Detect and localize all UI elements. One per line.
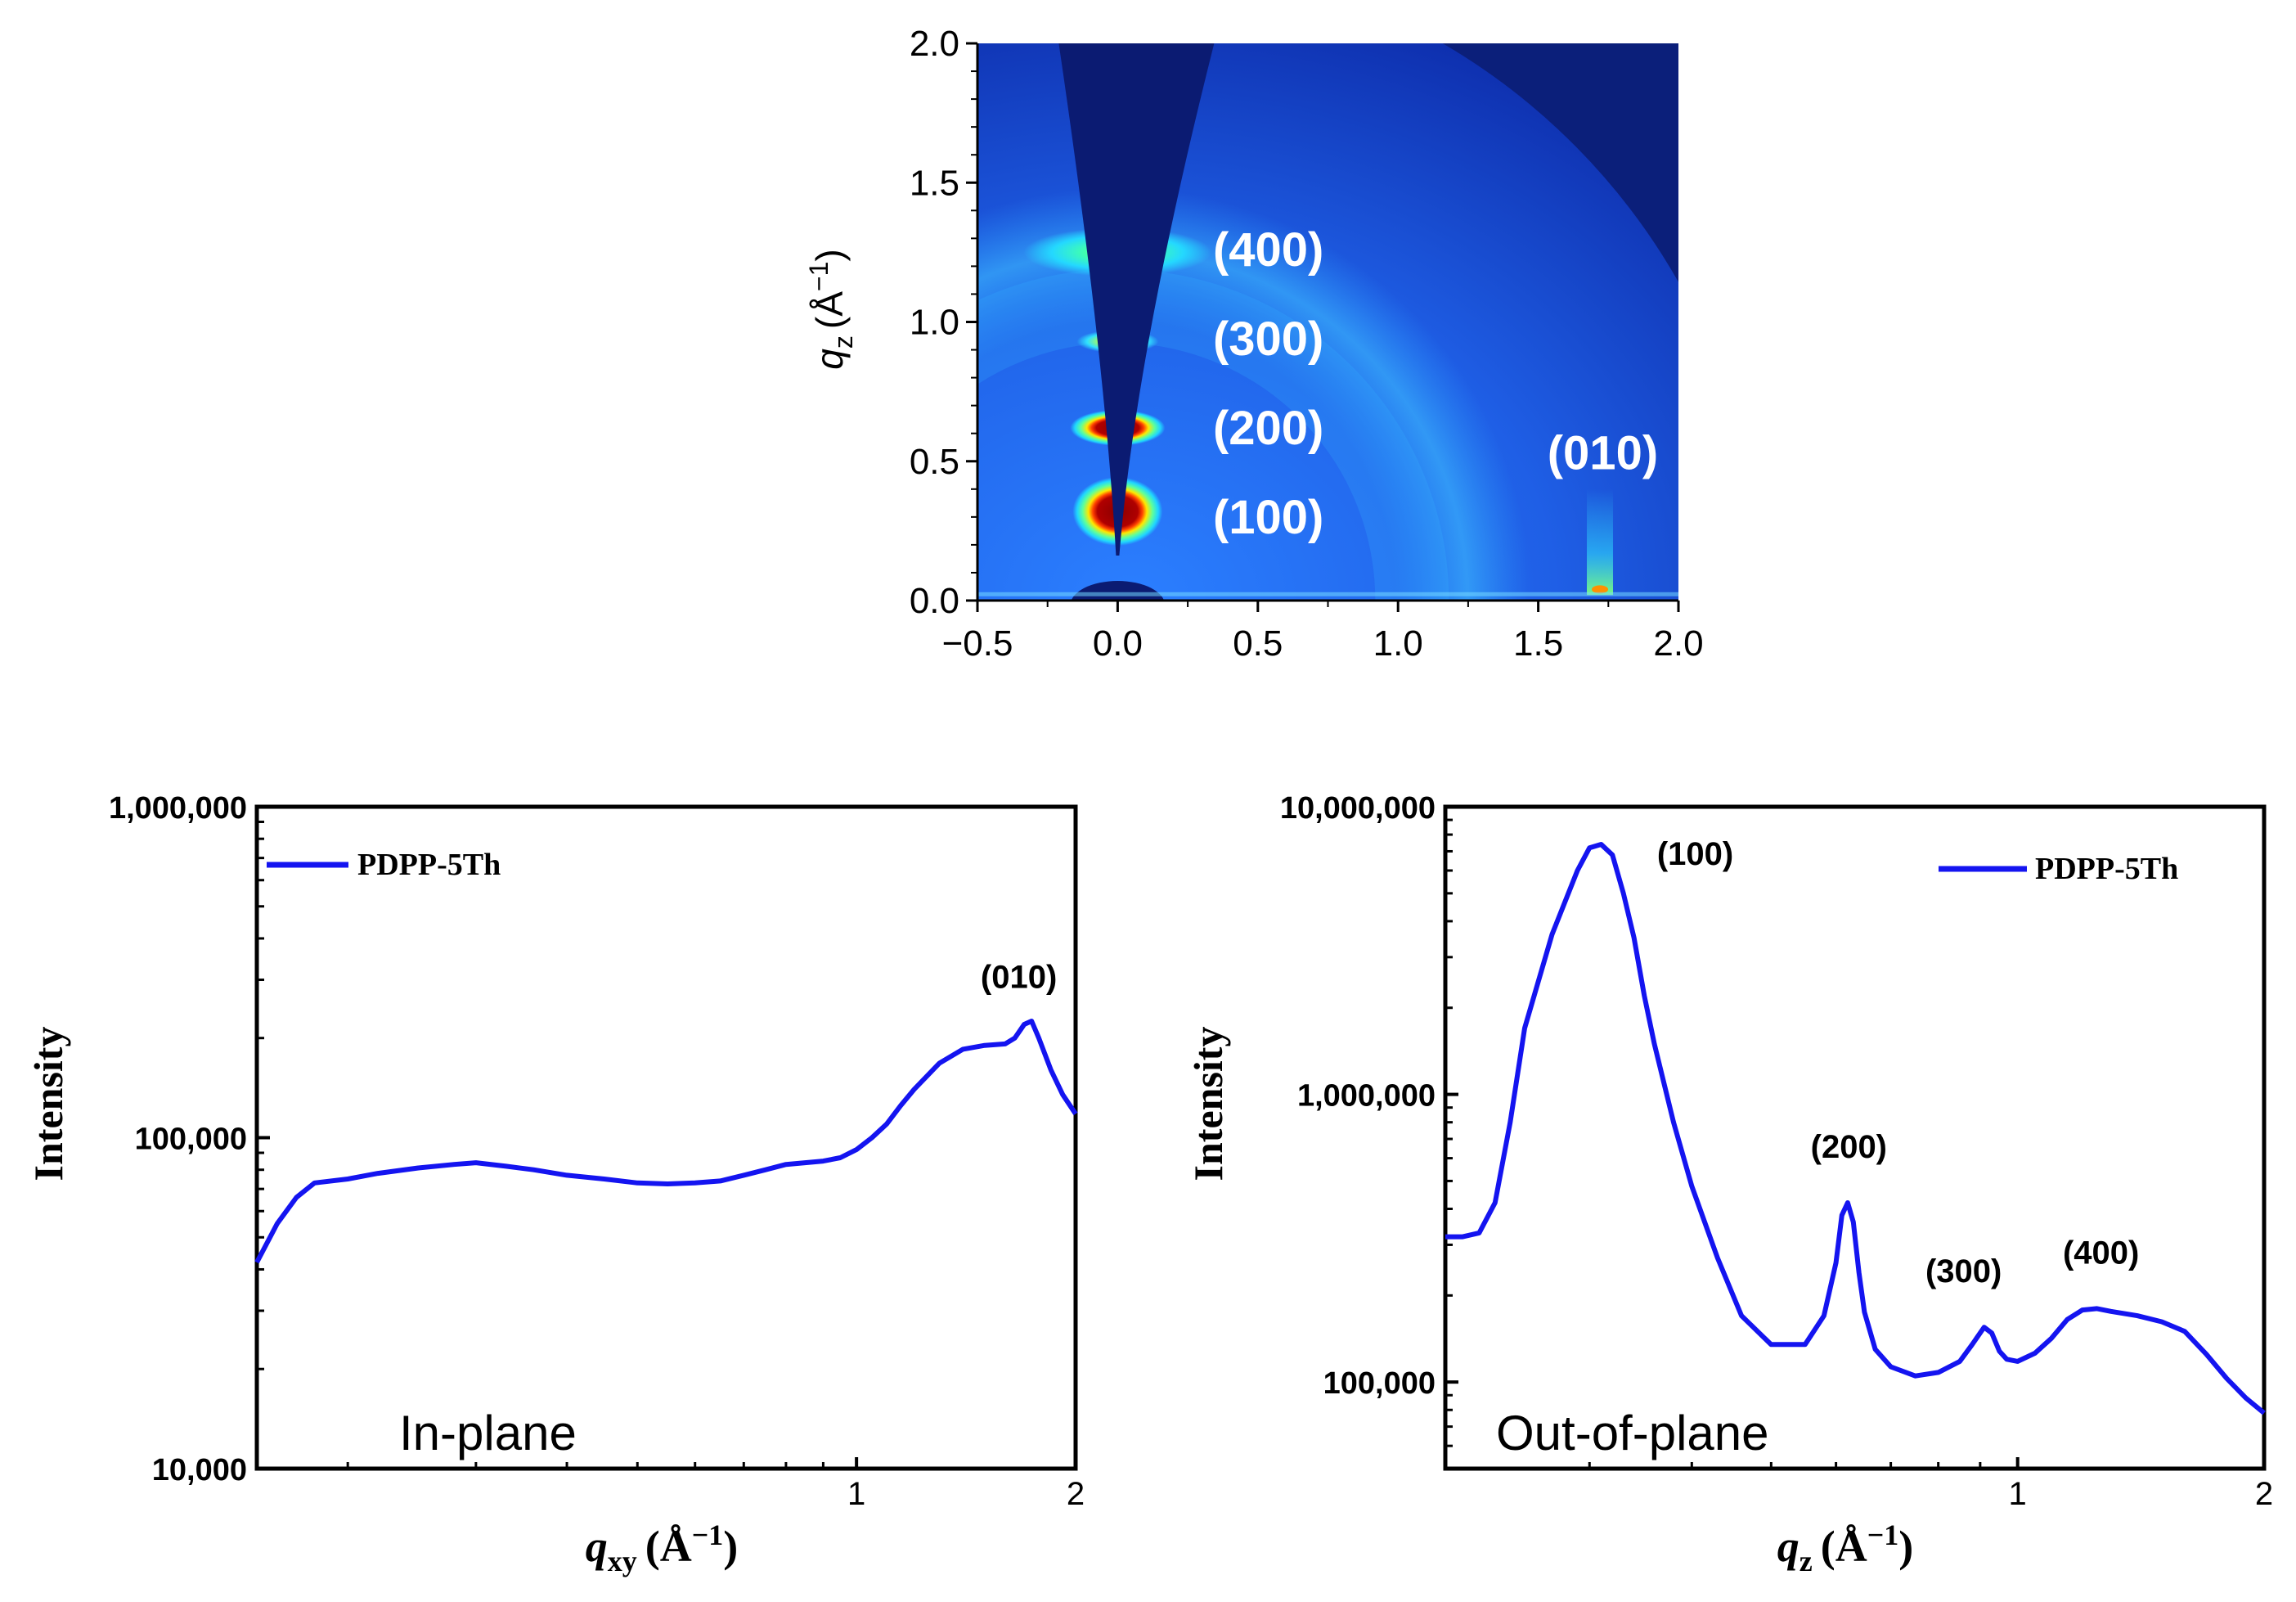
in-plane-annotation: In-plane	[399, 1406, 577, 1460]
map-missing-wedge	[1058, 43, 1215, 556]
out-of-plane-y-axis-title: Intensity	[1185, 1027, 1231, 1181]
x-tick-label: 2	[2255, 1476, 2273, 1512]
out-of-plane-legend: PDPP-5Th	[1939, 852, 2178, 886]
plot-frame	[254, 804, 1078, 1471]
plot-frame	[1443, 804, 2267, 1471]
giwaxs-peak-labels: (100) (200) (300) (400) (010)	[1213, 223, 1658, 544]
map-peak-010-spot	[1592, 585, 1609, 594]
in-plane-legend: PDPP-5Th	[267, 848, 501, 882]
peak-label: (400)	[1213, 223, 1323, 277]
x-tick-label: −0.5	[942, 623, 1013, 664]
map-outer-shadow	[1442, 43, 1678, 282]
peak-label: (010)	[981, 959, 1057, 995]
x-tick-label: 1.0	[1373, 623, 1423, 664]
y-tick-label: 10,000,000	[1280, 791, 1436, 826]
x-tick-label: 0.0	[1093, 623, 1143, 664]
y-tick-label: 1.0	[910, 303, 959, 343]
y-tick-label: 1,000,000	[1297, 1079, 1436, 1114]
y-tick-label: 100,000	[1323, 1366, 1436, 1401]
giwaxs-image	[977, 43, 1678, 601]
peak-label: (300)	[1213, 313, 1323, 366]
out-of-plane-axes: 1 2 100,000 1,000,000 10,000,000	[1280, 791, 2273, 1512]
peak-label: (200)	[1213, 402, 1323, 455]
out-of-plane-peak-labels: (100) (200) (300) (400)	[1657, 836, 2140, 1289]
map-peak-010-streak	[1587, 488, 1614, 596]
y-tick-label: 1,000,000	[109, 791, 247, 826]
y-tick-label: 10,000	[152, 1453, 247, 1487]
out-of-plane-series-line	[1445, 842, 2266, 1415]
in-plane-y-axis-title: Intensity	[25, 1027, 71, 1181]
giwaxs-y-axis-title: qz(Å−1)	[804, 249, 858, 369]
peak-label: (100)	[1213, 491, 1323, 544]
x-tick-label: 1	[2009, 1476, 2027, 1512]
out-of-plane-legend-label: PDPP-5Th	[2035, 852, 2178, 886]
y-tick-label: 0.5	[910, 442, 959, 482]
map-horizon-line	[977, 592, 1678, 596]
giwaxs-y-axis-label: qz(Å−1)	[804, 249, 858, 369]
out-of-plane-annotation: Out-of-plane	[1496, 1406, 1769, 1460]
y-tick-label: 100,000	[135, 1123, 247, 1157]
y-tick-label: 1.5	[910, 163, 959, 203]
in-plane-peak-labels: (010)	[981, 959, 1057, 995]
in-plane-axes: 1 2 10,000 100,000 1,000,000	[109, 791, 1085, 1512]
x-tick-label: 0.5	[1233, 623, 1283, 664]
peak-label: (200)	[1811, 1129, 1887, 1165]
giwaxs-map-panel: −0.5 0.0 0.5 1.0 1.5 2.00.00.51.01.52.0 (100)…	[804, 24, 1704, 664]
in-plane-series-line	[254, 1019, 1078, 1264]
x-tick-label: 2.0	[1653, 623, 1703, 664]
peak-label: (400)	[2063, 1235, 2139, 1271]
out-of-plane-x-axis-title: qz (Å−1)	[1777, 1519, 1913, 1577]
giwaxs-axes: −0.5 0.0 0.5 1.0 1.5 2.00.00.51.01.52.0	[910, 24, 1704, 664]
peak-label: (300)	[1925, 1253, 2002, 1289]
in-plane-x-axis-title: qxy (Å−1)	[586, 1519, 738, 1577]
x-tick-label: 2	[1067, 1476, 1085, 1512]
y-tick-label: 0.0	[910, 581, 959, 621]
peak-label: (100)	[1657, 836, 1733, 872]
y-tick-label: 2.0	[910, 24, 959, 64]
peak-label: (010)	[1548, 427, 1658, 480]
x-tick-label: 1.5	[1513, 623, 1563, 664]
x-tick-label: 1	[847, 1476, 865, 1512]
in-plane-legend-label: PDPP-5Th	[357, 848, 501, 882]
